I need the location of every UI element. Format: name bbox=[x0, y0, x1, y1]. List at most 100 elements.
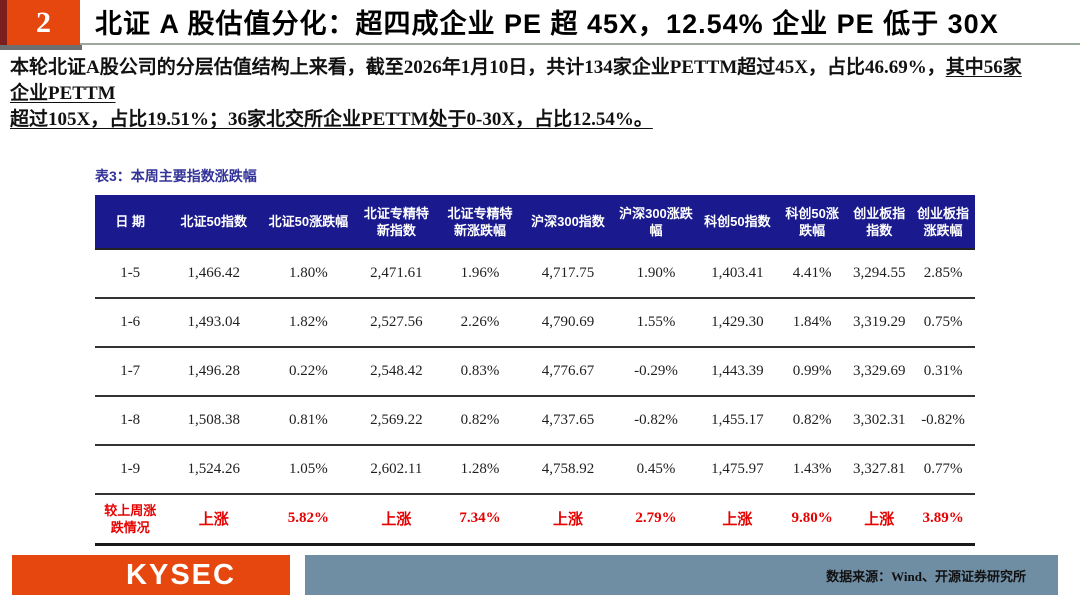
value-cell: 0.31% bbox=[911, 347, 975, 397]
data-source-text: 数据来源：Wind、开源证券研究所 bbox=[826, 568, 1026, 584]
column-header: 创业板指涨跌幅 bbox=[911, 195, 975, 250]
value-cell: 0.82% bbox=[438, 396, 522, 446]
row-date-cell: 1-5 bbox=[95, 249, 166, 299]
summary-value-cell: 2.79% bbox=[614, 494, 698, 546]
value-cell: 1.55% bbox=[614, 298, 698, 348]
value-cell: 4.41% bbox=[776, 249, 848, 299]
value-cell: 3,302.31 bbox=[847, 396, 912, 446]
value-cell: 1,475.97 bbox=[697, 445, 777, 495]
value-cell: 0.77% bbox=[911, 445, 975, 495]
column-header: 沪深300指数 bbox=[521, 195, 615, 250]
column-header: 日 期 bbox=[95, 195, 166, 250]
value-cell: 1.43% bbox=[776, 445, 848, 495]
value-cell: 1,524.26 bbox=[165, 445, 263, 495]
data-source-bar: 数据来源：Wind、开源证券研究所 bbox=[305, 555, 1058, 595]
summary-value-cell: 上涨 bbox=[847, 494, 912, 546]
value-cell: 0.99% bbox=[776, 347, 848, 397]
value-cell: 2,602.11 bbox=[354, 445, 439, 495]
row-date-cell: 1-7 bbox=[95, 347, 166, 397]
summary-text-underlined-1: 其中56家企业PETTM bbox=[10, 57, 1022, 104]
value-cell: 0.75% bbox=[911, 298, 975, 348]
table-row: 1-8 1,508.38 0.81% 2,569.22 0.82% 4,737.65 -0.… bbox=[95, 396, 975, 446]
summary-text-normal: 本轮北证A股公司的分层估值结构上来看，截至2026年1月10日，共计134家企业… bbox=[10, 57, 946, 78]
left-accent-strip bbox=[0, 0, 7, 45]
value-cell: 4,790.69 bbox=[521, 298, 615, 348]
column-header: 北证50涨跌幅 bbox=[262, 195, 355, 250]
summary-value-cell: 3.89% bbox=[911, 494, 975, 546]
value-cell: 2,471.61 bbox=[354, 249, 439, 299]
value-cell: 4,737.65 bbox=[521, 396, 615, 446]
value-cell: 1.28% bbox=[438, 445, 522, 495]
summary-value-cell: 上涨 bbox=[697, 494, 777, 546]
value-cell: 1.96% bbox=[438, 249, 522, 299]
summary-row-label: 较上周涨跌情况 bbox=[95, 494, 166, 546]
value-cell: 0.45% bbox=[614, 445, 698, 495]
value-cell: 4,758.92 bbox=[521, 445, 615, 495]
column-header: 北证50指数 bbox=[165, 195, 263, 250]
column-header: 北证专精特新涨跌幅 bbox=[438, 195, 522, 250]
value-cell: 3,294.55 bbox=[847, 249, 912, 299]
value-cell: 1,455.17 bbox=[697, 396, 777, 446]
value-cell: 2,548.42 bbox=[354, 347, 439, 397]
row-date-cell: 1-8 bbox=[95, 396, 166, 446]
value-cell: 1,493.04 bbox=[165, 298, 263, 348]
value-cell: 1,403.41 bbox=[697, 249, 777, 299]
summary-value-cell: 上涨 bbox=[354, 494, 439, 546]
value-cell: -0.82% bbox=[614, 396, 698, 446]
value-cell: 1,496.28 bbox=[165, 347, 263, 397]
summary-text-underlined-2: 超过105X，占比19.51%；36家北交所企业PETTM处于0-30X，占比1… bbox=[10, 109, 653, 130]
value-cell: 2,569.22 bbox=[354, 396, 439, 446]
value-cell: 1,508.38 bbox=[165, 396, 263, 446]
table-row: 1-7 1,496.28 0.22% 2,548.42 0.83% 4,776.67 -0.… bbox=[95, 347, 975, 397]
value-cell: 2.85% bbox=[911, 249, 975, 299]
value-cell: 1.82% bbox=[262, 298, 355, 348]
value-cell: 2,527.56 bbox=[354, 298, 439, 348]
value-cell: 4,776.67 bbox=[521, 347, 615, 397]
slide-footer: KYSEC 数据来源：Wind、开源证券研究所 bbox=[0, 555, 1080, 595]
index-table-header-row: 日 期北证50指数 北证50涨跌幅 北证专精特新指数 北证专精特新涨跌幅 沪深300指数… bbox=[95, 195, 975, 250]
value-cell: -0.29% bbox=[614, 347, 698, 397]
value-cell: 2.26% bbox=[438, 298, 522, 348]
column-header: 科创50涨跌幅 bbox=[776, 195, 848, 250]
column-header: 沪深300涨跌幅 bbox=[614, 195, 698, 250]
summary-value-cell: 上涨 bbox=[165, 494, 263, 546]
summary-value-cell: 9.80% bbox=[776, 494, 848, 546]
value-cell: 1,443.39 bbox=[697, 347, 777, 397]
index-table-head: 日 期北证50指数 北证50涨跌幅 北证专精特新指数 北证专精特新涨跌幅 沪深300指数… bbox=[95, 195, 975, 250]
summary-value-cell: 上涨 bbox=[521, 494, 615, 546]
value-cell: 0.82% bbox=[776, 396, 848, 446]
value-cell: 1.80% bbox=[262, 249, 355, 299]
value-cell: 3,319.29 bbox=[847, 298, 912, 348]
value-cell: 0.83% bbox=[438, 347, 522, 397]
value-cell: 1.84% bbox=[776, 298, 848, 348]
value-cell: 0.81% bbox=[262, 396, 355, 446]
value-cell: 1.05% bbox=[262, 445, 355, 495]
column-header: 北证专精特新指数 bbox=[354, 195, 439, 250]
value-cell: 1,466.42 bbox=[165, 249, 263, 299]
kysec-logo: KYSEC bbox=[12, 555, 290, 595]
column-header: 创业板指指数 bbox=[847, 195, 912, 250]
row-date-cell: 1-6 bbox=[95, 298, 166, 348]
value-cell: 1,429.30 bbox=[697, 298, 777, 348]
header-shadow-segment bbox=[0, 45, 82, 50]
table-row: 1-5 1,466.42 1.80% 2,471.61 1.96% 4,717.75 1.9… bbox=[95, 249, 975, 299]
page-title: 北证 A 股估值分化：超四成企业 PE 超 45X，12.54% 企业 PE 低… bbox=[95, 9, 999, 39]
value-cell: 4,717.75 bbox=[521, 249, 615, 299]
summary-value-cell: 5.82% bbox=[262, 494, 355, 546]
value-cell: 3,329.69 bbox=[847, 347, 912, 397]
table-caption: 表3：本周主要指数涨跌幅 bbox=[95, 168, 257, 184]
table-row: 1-9 1,524.26 1.05% 2,602.11 1.28% 4,758.92 0.4… bbox=[95, 445, 975, 495]
value-cell: 0.22% bbox=[262, 347, 355, 397]
value-cell: 3,327.81 bbox=[847, 445, 912, 495]
value-cell: 1.90% bbox=[614, 249, 698, 299]
index-performance-table: 日 期北证50指数 北证50涨跌幅 北证专精特新指数 北证专精特新涨跌幅 沪深300指数… bbox=[95, 195, 975, 546]
value-cell: -0.82% bbox=[911, 396, 975, 446]
summary-value-cell: 7.34% bbox=[438, 494, 522, 546]
row-date-cell: 1-9 bbox=[95, 445, 166, 495]
table-row: 1-6 1,493.04 1.82% 2,527.56 2.26% 4,790.69 1.5… bbox=[95, 298, 975, 348]
slide-number-badge: 2 bbox=[7, 0, 80, 45]
column-header: 科创50指数 bbox=[697, 195, 777, 250]
summary-paragraph: 本轮北证A股公司的分层估值结构上来看，截至2026年1月10日，共计134家企业… bbox=[10, 55, 1026, 133]
index-table-body: 1-5 1,466.42 1.80% 2,471.61 1.96% 4,717.75 1.9… bbox=[95, 249, 975, 546]
